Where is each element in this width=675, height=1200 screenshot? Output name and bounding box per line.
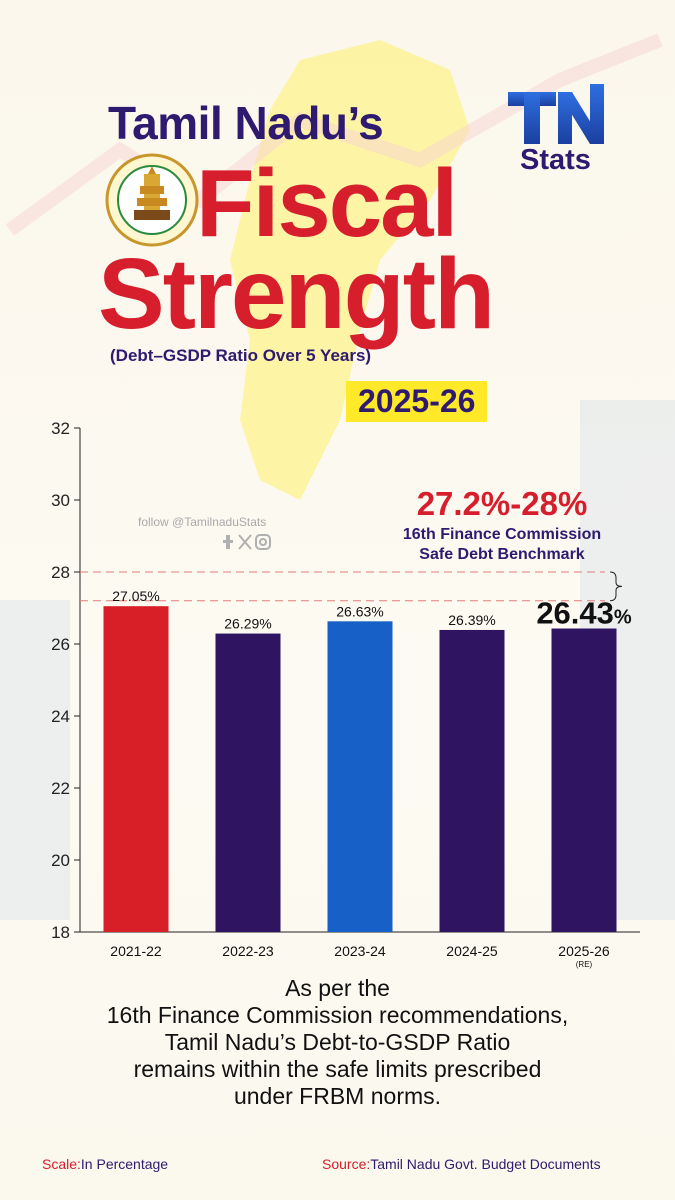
data-label: 27.05%: [112, 588, 159, 604]
bg-decor-bar: [0, 600, 70, 920]
y-tick-label: 24: [51, 707, 70, 726]
x-tick-note: (RE): [576, 960, 593, 969]
conclusion-text: As per the 16th Finance Commission recom…: [30, 975, 645, 1110]
tn-stats-logo: [508, 84, 604, 144]
benchmark-brace: [609, 571, 623, 602]
y-tick-label: 28: [51, 563, 70, 582]
conclusion-line: under FRBM norms.: [233, 1083, 442, 1109]
x-tick-label: 2022-23: [222, 943, 274, 959]
tamil-nadu-map-silhouette: [5, 33, 663, 500]
bar-2025-26: [551, 628, 617, 932]
footer-source: Source:Tamil Nadu Govt. Budget Documents: [322, 1156, 601, 1172]
title-line-1: Tamil Nadu’s: [108, 97, 384, 149]
year-badge: 2025-26: [346, 381, 488, 422]
benchmark-range: 27.2%-28%: [416, 485, 588, 522]
y-tick-label: 20: [51, 851, 70, 870]
y-tick-label: 22: [51, 779, 70, 798]
source-label: Source:: [322, 1156, 371, 1172]
footer-scale: Scale:In Percentage: [42, 1156, 168, 1172]
logo-word: Stats: [520, 144, 591, 176]
y-tick-label: 32: [51, 419, 70, 438]
bar-2023-24: [327, 621, 393, 932]
data-label: 26.43%: [536, 596, 632, 631]
title-line-2: Fiscal: [196, 150, 458, 257]
benchmark-label: 16th Finance Commission Safe Debt Benchm…: [376, 525, 628, 565]
y-tick-label: 26: [51, 635, 70, 654]
x-tick-label: 2025-26: [558, 943, 610, 959]
bar-2024-25: [439, 629, 505, 932]
source-value: Tamil Nadu Govt. Budget Documents: [370, 1156, 601, 1172]
benchmark-label-line2: Safe Debt Benchmark: [419, 546, 585, 563]
conclusion-line: As per the: [285, 975, 390, 1001]
data-label-suffix: %: [614, 607, 632, 629]
x-tick-label: 2021-22: [110, 943, 162, 959]
x-icon: [238, 534, 252, 550]
instagram-icon: [255, 534, 271, 550]
conclusion-line: Tamil Nadu’s Debt-to-GSDP Ratio: [164, 1029, 511, 1055]
y-tick-label: 30: [51, 491, 70, 510]
debt-gsdp-bar-chart: 18 20 22 24 26 28 30 32 27.05% 2021-22 26.29% 2022-…: [51, 419, 640, 969]
data-label: 26.63%: [336, 603, 383, 619]
x-tick-label: 2023-24: [334, 943, 386, 959]
bar-2022-23: [215, 633, 281, 932]
scale-value: In Percentage: [80, 1156, 169, 1172]
watermark-follow: follow @TamilnaduStats: [138, 515, 267, 529]
benchmark-label-line1: 16th Finance Commission: [402, 526, 602, 543]
conclusion-line: remains within the safe limits prescribe…: [133, 1056, 542, 1082]
social-icons: [223, 534, 271, 550]
facebook-icon: [223, 535, 233, 549]
conclusion-line: 16th Finance Commission recommendations,: [106, 1002, 569, 1028]
y-tick-label: 18: [51, 923, 70, 942]
data-label: 26.39%: [448, 612, 495, 628]
data-label: 26.29%: [224, 616, 271, 632]
scale-label: Scale:: [42, 1156, 81, 1172]
subtitle: (Debt–GSDP Ratio Over 5 Years): [110, 346, 372, 365]
tamil-nadu-emblem: [105, 153, 199, 247]
x-tick-label: 2024-25: [446, 943, 498, 959]
title-line-3: Strength: [98, 238, 495, 350]
bar-2021-22: [103, 606, 169, 932]
